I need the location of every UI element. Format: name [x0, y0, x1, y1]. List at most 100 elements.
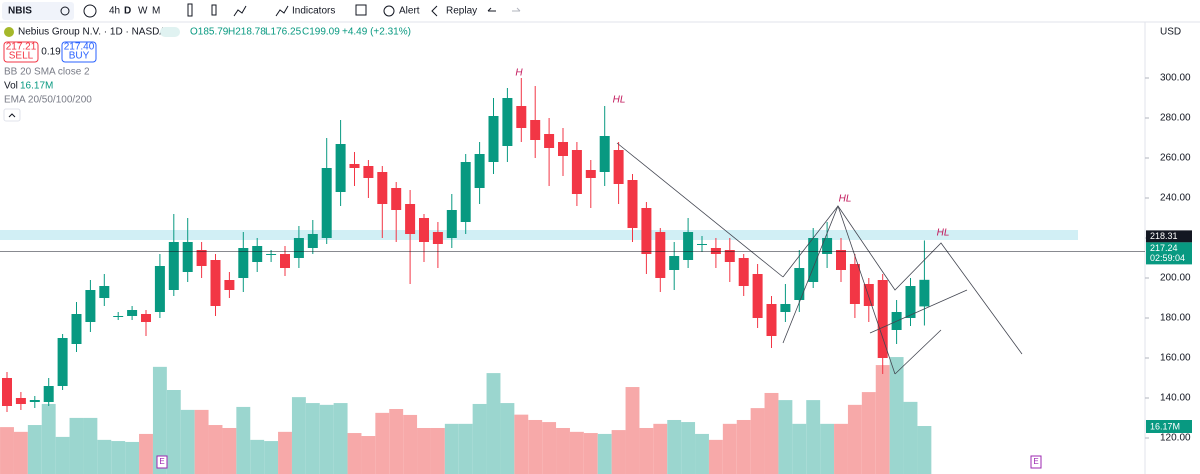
replay-button[interactable]: Replay: [446, 6, 477, 17]
trendline: [616, 142, 784, 278]
alert-icon[interactable]: [383, 5, 395, 17]
volume-bar: [569, 431, 584, 474]
candle-body: [599, 136, 610, 172]
candle-body: [849, 264, 860, 304]
volume-bar: [222, 427, 237, 474]
toolbar: [0, 0, 1200, 22]
volume-bar: [653, 423, 668, 474]
indicators-button[interactable]: Indicators: [292, 6, 335, 17]
volume-bar: [347, 433, 362, 474]
volume-bar: [152, 366, 167, 474]
sell-price[interactable]: 217.21: [6, 42, 37, 53]
volume-bar: [528, 419, 543, 474]
candle-body: [558, 142, 568, 156]
interval[interactable]: D: [124, 6, 131, 17]
interval[interactable]: M: [152, 6, 160, 17]
volume-bar: [319, 404, 334, 474]
volume-bar: [639, 427, 654, 474]
add-icon[interactable]: [83, 4, 97, 18]
candle-body: [15, 398, 26, 404]
volume-bar: [722, 423, 737, 474]
candle-body: [571, 150, 582, 194]
interval[interactable]: W: [138, 6, 148, 17]
volume-bar: [750, 408, 765, 474]
volume-bar: [861, 392, 876, 474]
volume-bar: [305, 403, 320, 474]
volume-box: [1146, 420, 1192, 433]
candle-body: [738, 258, 749, 286]
candle-type-icon[interactable]: [187, 3, 193, 17]
candle-body: [196, 250, 207, 266]
volume-bar: [597, 433, 612, 474]
sell-button[interactable]: [3, 41, 39, 63]
y-tick-label: 200.00: [1160, 273, 1191, 284]
candle-body: [363, 166, 374, 178]
volume-bar: [889, 357, 904, 474]
y-tick-label: 180.00: [1160, 313, 1191, 324]
candle-body: [2, 378, 12, 406]
alert-button[interactable]: Alert: [399, 6, 420, 17]
candle-body: [266, 254, 277, 255]
earnings-marker: [156, 455, 168, 469]
candle-body: [516, 106, 527, 128]
symbol-box[interactable]: [2, 2, 74, 20]
candle-body: [113, 316, 124, 317]
volume-label: 16.17M: [1150, 421, 1180, 431]
volume-bar: [139, 433, 153, 474]
buy-button[interactable]: [61, 41, 97, 63]
volume-bar: [41, 403, 56, 474]
buy-price[interactable]: 217.40: [64, 42, 95, 53]
buy-label[interactable]: BUY: [69, 51, 90, 62]
candle-body: [808, 238, 819, 282]
candle-body: [724, 250, 735, 262]
pattern-label: HL: [839, 194, 852, 205]
collapse-button[interactable]: [3, 108, 21, 122]
candle-body: [697, 244, 707, 245]
volume-bar: [111, 441, 126, 474]
bar-type-icon[interactable]: [211, 4, 217, 16]
y-tick-label: 280.00: [1160, 113, 1191, 124]
y-tick-label: 120.00: [1160, 433, 1191, 444]
last-price-label: 218.31: [1150, 231, 1178, 241]
symbol[interactable]: NBIS: [8, 6, 32, 17]
candle-body: [280, 254, 290, 268]
resistance-zone: [0, 230, 1078, 240]
replay-icon[interactable]: [431, 5, 438, 17]
candle-body: [627, 180, 638, 228]
candle-body: [99, 286, 110, 298]
volume-bar: [903, 401, 918, 474]
volume-bar: [361, 436, 376, 474]
interval[interactable]: 4h: [109, 6, 120, 17]
current-price-box: [1146, 242, 1192, 265]
volume-bar: [695, 433, 709, 474]
candle-body: [127, 310, 138, 316]
candle-body: [780, 304, 791, 312]
trendline: [869, 289, 968, 334]
layouts-icon[interactable]: [355, 4, 367, 16]
volume-bar: [430, 427, 445, 474]
last-price-box: [1146, 230, 1192, 243]
volume-bar: [291, 397, 306, 474]
sell-label[interactable]: SELL: [9, 51, 34, 62]
volume-bar: [264, 441, 279, 474]
volume-bar: [764, 392, 779, 474]
ohlc-change: +4.49 (+2.31%): [342, 27, 411, 38]
compare-icon[interactable]: [60, 6, 70, 16]
trendline: [894, 329, 942, 375]
volume-bar: [180, 409, 195, 474]
candle-body: [863, 284, 874, 306]
ohlc-high: H218.78: [228, 27, 266, 38]
volume-bar: [236, 406, 251, 474]
volume-bar: [500, 403, 515, 474]
currency[interactable]: USD: [1160, 27, 1181, 38]
candle-body: [419, 218, 429, 242]
line-type-icon[interactable]: [233, 5, 247, 17]
indicators-icon[interactable]: [275, 5, 289, 17]
trendline: [782, 205, 839, 278]
volume-bar: [27, 425, 42, 474]
candle-body: [43, 386, 54, 402]
y-tick-label: 300.00: [1160, 73, 1191, 84]
redo-icon[interactable]: [512, 7, 521, 12]
undo-icon[interactable]: [487, 7, 496, 12]
